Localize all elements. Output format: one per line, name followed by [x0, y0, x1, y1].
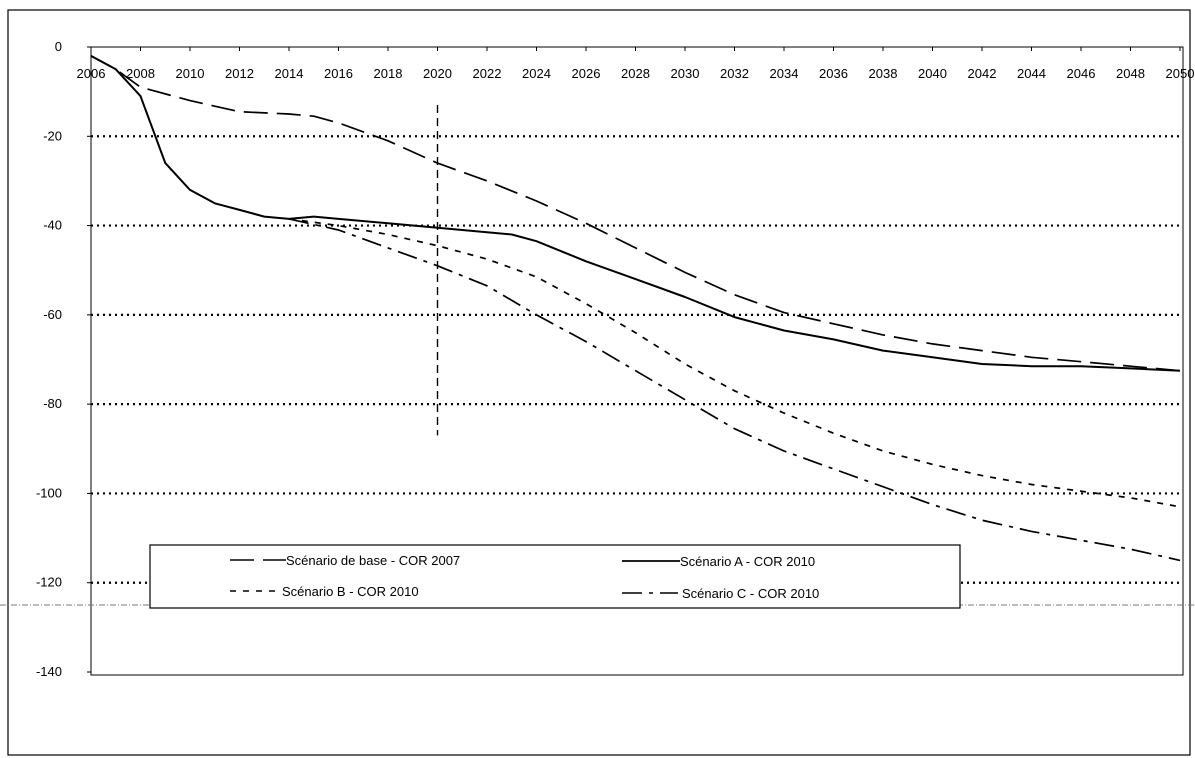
x-tick-label: 2026	[572, 66, 601, 81]
legend-label-c: Scénario C - COR 2010	[682, 586, 819, 601]
legend-label-base: Scénario de base - COR 2007	[286, 553, 460, 568]
series-line-2	[288, 218, 1181, 508]
x-tick-label: 2036	[819, 66, 848, 81]
series-line-1	[90, 55, 1181, 372]
y-tick-label: -20	[43, 128, 62, 143]
x-tick-label: 2028	[621, 66, 650, 81]
x-tick-label: 2014	[275, 66, 304, 81]
chart-frame	[7, 9, 1191, 756]
legend-label-a: Scénario A - COR 2010	[680, 554, 815, 569]
x-tick-label: 2050	[1166, 66, 1195, 81]
x-tick-label: 2018	[374, 66, 403, 81]
series-line-0	[90, 55, 1181, 372]
series-lines	[90, 55, 1181, 562]
y-tick-label: 0	[55, 39, 62, 54]
y-tick-label: -60	[43, 307, 62, 322]
y-tick-label: -140	[36, 664, 62, 679]
x-tick-label: 2040	[918, 66, 947, 81]
x-tick-label: 2032	[720, 66, 749, 81]
x-tick-label: 2044	[1017, 66, 1046, 81]
x-tick-label: 2038	[869, 66, 898, 81]
x-tick-label: 2042	[968, 66, 997, 81]
x-axis-ticks: 2006 2008 2010 2012 2014 2016 2018 2020 2022 2024…	[77, 47, 1195, 81]
x-tick-label: 2008	[126, 66, 155, 81]
x-tick-label: 2010	[176, 66, 205, 81]
x-tick-label: 2006	[77, 66, 106, 81]
series-line-3	[288, 218, 1181, 562]
y-tick-label: -120	[36, 575, 62, 590]
plot-area	[90, 46, 1184, 676]
legend-label-b: Scénario B - COR 2010	[282, 584, 419, 599]
x-tick-label: 2022	[473, 66, 502, 81]
x-tick-label: 2016	[324, 66, 353, 81]
y-axis-ticks: 0 -20 -40 -60 -80 -100 -120 -140	[36, 39, 91, 679]
x-tick-label: 2034	[770, 66, 799, 81]
x-tick-label: 2030	[671, 66, 700, 81]
y-tick-label: -100	[36, 485, 62, 500]
x-tick-label: 2020	[423, 66, 452, 81]
legend: Scénario de base - COR 2007 Scénario A -…	[149, 544, 961, 609]
x-tick-label: 2024	[522, 66, 551, 81]
legend-box	[149, 544, 961, 609]
x-tick-label: 2046	[1067, 66, 1096, 81]
y-tick-label: -40	[43, 218, 62, 233]
x-tick-label: 2048	[1116, 66, 1145, 81]
x-tick-label: 2012	[225, 66, 254, 81]
y-tick-label: -80	[43, 396, 62, 411]
